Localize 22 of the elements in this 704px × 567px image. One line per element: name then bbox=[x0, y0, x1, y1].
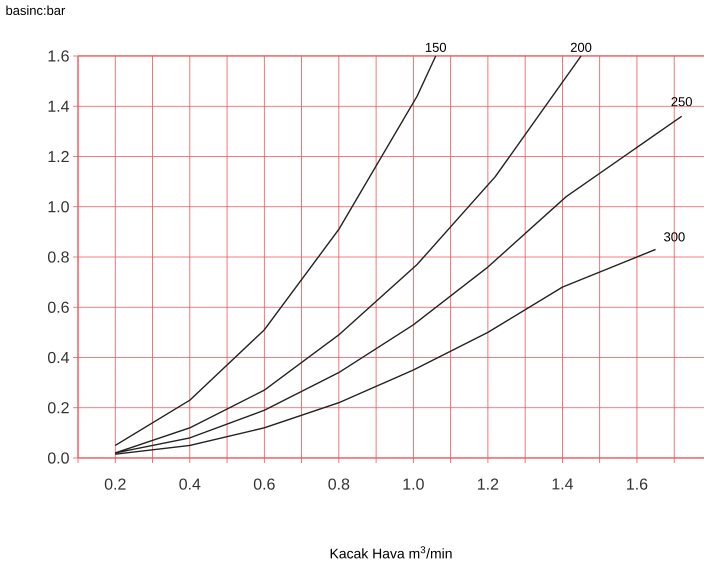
x-tick-label: 0.2 bbox=[104, 478, 126, 490]
y-axis-title: basinc:bar bbox=[6, 6, 66, 16]
x-tick-label: 0.8 bbox=[328, 478, 350, 490]
y-tick-label: 0.4 bbox=[48, 352, 70, 364]
series-label: 150 bbox=[426, 42, 446, 52]
x-tick-label: 1.4 bbox=[552, 478, 574, 490]
y-tick-label: 0.6 bbox=[48, 302, 69, 313]
y-tick-label: 1.4 bbox=[48, 100, 70, 112]
y-tick-label: 1.0 bbox=[48, 201, 69, 212]
y-tick-label: 1.2 bbox=[48, 150, 69, 162]
x-tick-label: 0.4 bbox=[179, 478, 200, 490]
x-tick-label: 1.2 bbox=[478, 478, 498, 490]
y-tick-label: 0.8 bbox=[48, 251, 69, 263]
series-label: 200 bbox=[570, 42, 592, 52]
y-tick-label: 0.0 bbox=[48, 452, 69, 464]
x-tick-label: 1.6 bbox=[627, 478, 648, 490]
line-series bbox=[114, 55, 436, 446]
x-tick-label: 0.6 bbox=[254, 478, 275, 490]
y-tick-label: 0.2 bbox=[48, 402, 69, 414]
x-axis-title: Kacak Hava m$^{3}$/min bbox=[330, 546, 452, 558]
x-tick-label: 1.0 bbox=[404, 478, 424, 490]
y-tick-label: 1.6 bbox=[48, 50, 69, 62]
